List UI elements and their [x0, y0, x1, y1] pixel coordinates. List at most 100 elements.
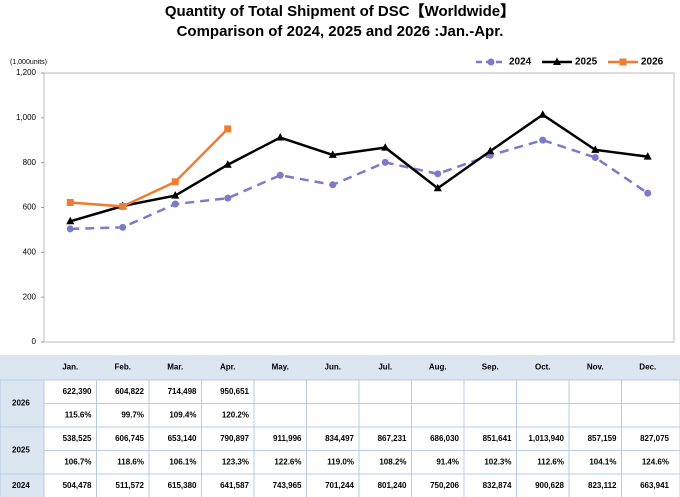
y-axis-label: (1,000units) [10, 59, 47, 66]
legend-label: 2026 [641, 57, 664, 68]
point [171, 191, 180, 199]
table-cell: 115.6% [65, 410, 92, 419]
table-header-cell: Apr. [220, 363, 236, 372]
point [223, 160, 232, 168]
y-tick-label: 1,000 [16, 113, 37, 122]
point [119, 223, 127, 231]
point [486, 146, 495, 155]
point [119, 202, 127, 210]
plot-area [43, 72, 675, 343]
table-cell: 790,897 [220, 434, 249, 443]
table-header-cell: Sep. [482, 363, 499, 372]
table-cell: 834,497 [325, 434, 354, 443]
point [591, 145, 600, 153]
table-cell: 91.4% [436, 457, 459, 466]
table-cell: 606,745 [115, 434, 144, 443]
point [66, 225, 74, 233]
series-line [70, 138, 649, 231]
point [276, 133, 285, 141]
data-table: Jan. Feb. Mar. Apr. May. Jun. Jul. Aug. Sep. Oct.… [0, 355, 680, 497]
series-line [70, 128, 229, 208]
chart-title: Quantity of Total Shipment of DSC【Worldw… [165, 2, 515, 20]
point [171, 200, 179, 208]
point [224, 194, 232, 202]
table-cell: 108.2% [379, 457, 406, 466]
table-cell: 867,231 [378, 434, 407, 443]
table-header-cell: Mar. [167, 363, 183, 372]
table-cell: 950,651 [220, 387, 249, 396]
table-header-cell: Jul. [378, 363, 392, 372]
table-cell: 911,996 [273, 434, 302, 443]
table-cell: 511,572 [116, 481, 145, 490]
point [381, 143, 390, 151]
table-cell: 120.2% [222, 410, 249, 419]
point [276, 171, 284, 179]
table-cell: 750,206 [430, 481, 459, 490]
row-label: 2025 [12, 446, 30, 455]
y-tick-label: 600 [23, 203, 37, 212]
table-header-cell: Aug. [429, 363, 447, 372]
row-label: 2026 [12, 399, 30, 408]
table-cell: 119.0% [327, 457, 354, 466]
legend-label: 2024 [509, 57, 532, 68]
y-tick-label: 1,200 [16, 68, 37, 77]
table-header-cell: Jun. [325, 363, 341, 372]
table-cell: 743,965 [273, 481, 302, 490]
point [171, 178, 179, 186]
table-cell: 124.6% [642, 457, 669, 466]
point [433, 183, 442, 192]
point [643, 152, 652, 160]
table-cell: 857,159 [588, 434, 617, 443]
point [538, 110, 547, 118]
table-header-cell: Dec. [639, 363, 656, 372]
y-tick-label: 800 [23, 158, 37, 167]
table-cell: 851,641 [483, 434, 512, 443]
point [381, 158, 389, 166]
chart-subtitle: Comparison of 2024, 2025 and 2026 :Jan.-… [177, 23, 504, 40]
table-header-cell: Nov. [587, 363, 604, 372]
point [328, 150, 337, 158]
legend-label: 2025 [575, 57, 598, 68]
y-tick-label: 200 [23, 292, 37, 301]
table-cell: 104.1% [589, 457, 616, 466]
legend-marker [553, 57, 561, 65]
point [66, 216, 75, 225]
table-cell: 832,874 [483, 481, 512, 490]
table-cell: 99.7% [121, 410, 144, 419]
table-cell: 900,628 [535, 481, 564, 490]
y-tick-label: 0 [32, 337, 37, 346]
table-cell: 615,380 [168, 481, 197, 490]
point [434, 170, 442, 178]
table-cell: 1,013,940 [528, 434, 564, 443]
point [66, 198, 74, 206]
table-cell: 653,140 [168, 434, 197, 443]
table-cell: 686,030 [430, 434, 459, 443]
point [644, 189, 652, 197]
table-header [0, 355, 680, 380]
table-cell: 827,075 [640, 434, 669, 443]
table-cell: 109.4% [169, 410, 196, 419]
row-header [0, 426, 45, 475]
series-line [69, 113, 648, 223]
table-cell: 123.3% [222, 457, 249, 466]
table-cell: 112.6% [537, 457, 564, 466]
table-cell: 604,822 [115, 387, 144, 396]
legend-marker [619, 58, 627, 66]
table-cell: 106.1% [169, 457, 196, 466]
table-cell: 106.7% [64, 457, 91, 466]
table-cell: 823,112 [588, 481, 617, 490]
row-label: 2024 [12, 481, 30, 490]
point [539, 136, 547, 144]
table-cell: 801,240 [378, 481, 407, 490]
table-cell: 118.6% [117, 457, 144, 466]
point [329, 181, 337, 189]
table-cell: 622,390 [63, 387, 92, 396]
table-header-cell: Oct. [535, 363, 551, 372]
y-tick-label: 400 [23, 247, 37, 256]
table-cell: 641,587 [220, 481, 249, 490]
point [591, 153, 599, 161]
table-cell: 122.6% [274, 457, 301, 466]
table-header-cell: Feb. [115, 363, 131, 372]
table-header-cell: May. [272, 363, 289, 372]
